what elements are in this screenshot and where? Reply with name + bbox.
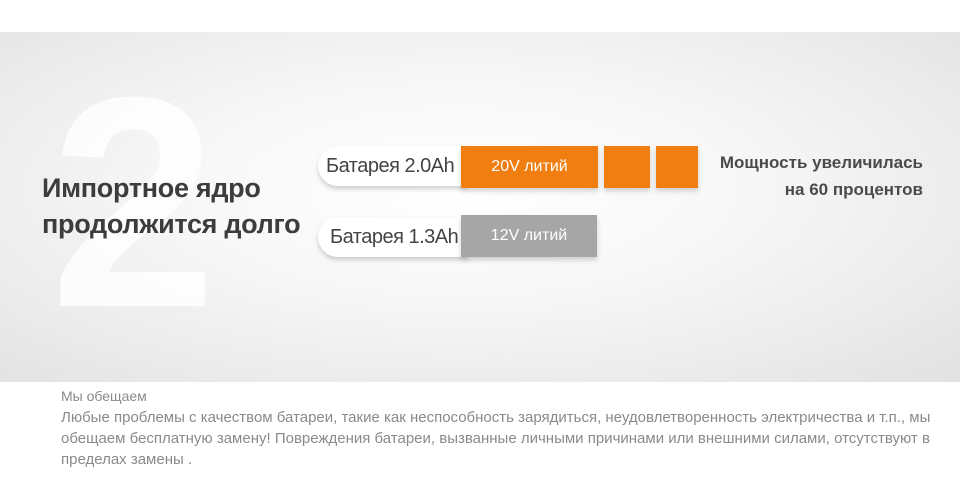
power-segment-2 — [656, 146, 698, 188]
headline: Импортное ядро продолжится долго — [42, 173, 301, 239]
battery-bar-12v: 12V литий — [461, 215, 597, 257]
battery-bar-20v: 20V литий — [461, 146, 598, 188]
power-increase-text: Мощность увеличилась на 60 процентов — [719, 153, 923, 199]
battery-label-1-3ah: Батарея 1.3Ah — [330, 226, 459, 248]
battery-pill-1-3ah — [318, 217, 468, 257]
background-number: 2 — [50, 34, 217, 370]
battery-pill-2ah — [318, 146, 468, 186]
power-segment-1 — [604, 146, 650, 188]
battery-label-2ah: Батарея 2.0Ah — [326, 155, 455, 177]
promise-body: Любые проблемы с качеством батареи, таки… — [61, 409, 931, 468]
promo-banner: 2 Импортное ядро продолжится долго Батар… — [0, 32, 960, 382]
promise-title: Мы обещаем — [61, 388, 147, 404]
